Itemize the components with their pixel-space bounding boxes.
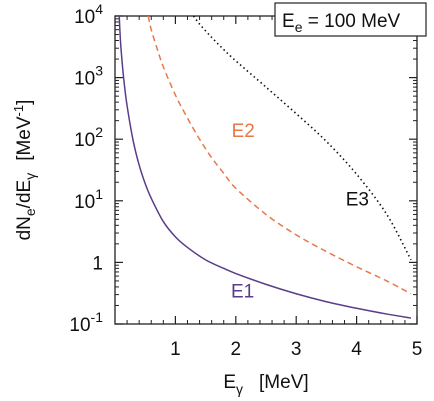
annotation-box	[274, 2, 427, 37]
y-tick-label: 104	[74, 1, 103, 28]
y-axis-unit: [MeV	[14, 116, 35, 161]
y-tick-base: 10	[74, 69, 95, 90]
series-e2-line	[147, 15, 412, 295]
y-axis-sub1: e	[22, 208, 38, 216]
annotation-value: = 100 MeV	[302, 11, 400, 32]
y-tick-base: 10	[74, 192, 95, 213]
y-axis-unit-sup: -1	[11, 105, 26, 117]
y-axis-part2: /dE	[14, 180, 35, 209]
y-tick-label: 102	[74, 124, 103, 151]
series-e3-line	[192, 15, 412, 261]
series-e3-label: E3	[346, 189, 369, 210]
series-e2-label: E2	[232, 121, 255, 142]
y-tick-label: 103	[74, 63, 103, 90]
svg-text:Ee = 100 MeV: Ee = 100 MeV	[282, 11, 401, 35]
y-tick-base: 10	[74, 7, 95, 28]
y-axis-label: dNe/dEγ [MeV-1]	[11, 100, 38, 241]
y-tick-base: 10	[69, 315, 90, 336]
y-tick-label: 101	[74, 186, 103, 213]
x-axis-symbol: E	[223, 372, 236, 393]
y-tick-base: 1	[92, 253, 103, 274]
y-tick-exponent: 3	[95, 63, 103, 79]
y-axis-sub2: γ	[22, 173, 38, 180]
series-e1-label: E1	[231, 281, 254, 302]
x-axis-subscript: γ	[236, 381, 243, 397]
x-tick-label: 5	[412, 339, 423, 360]
y-tick-base: 10	[74, 130, 95, 151]
y-tick-label: 10-1	[69, 309, 103, 336]
y-axis-part1: dN	[14, 216, 35, 240]
annotation-symbol: E	[282, 11, 295, 32]
annotation-subscript: e	[295, 19, 303, 35]
y-tick-label: 1	[92, 253, 103, 274]
x-axis-label: Eγ [MeV]	[223, 372, 308, 397]
y-tick-exponent: -1	[91, 309, 104, 325]
x-tick-label: 2	[231, 339, 242, 360]
y-tick-exponent: 2	[95, 124, 103, 140]
y-tick-exponent: 4	[95, 1, 103, 17]
series-e1-line	[118, 15, 412, 319]
x-tick-label: 1	[170, 339, 181, 360]
x-tick-label: 4	[351, 339, 362, 360]
plot-frame	[114, 15, 418, 325]
x-tick-label: 3	[291, 339, 302, 360]
y-tick-exponent: 1	[95, 186, 103, 202]
energy-annotation: Ee = 100 MeV	[274, 2, 427, 37]
curves: E1 E2 E3	[118, 15, 412, 319]
x-axis-unit: [MeV]	[259, 372, 309, 393]
y-axis-unit-close: ]	[14, 100, 35, 105]
